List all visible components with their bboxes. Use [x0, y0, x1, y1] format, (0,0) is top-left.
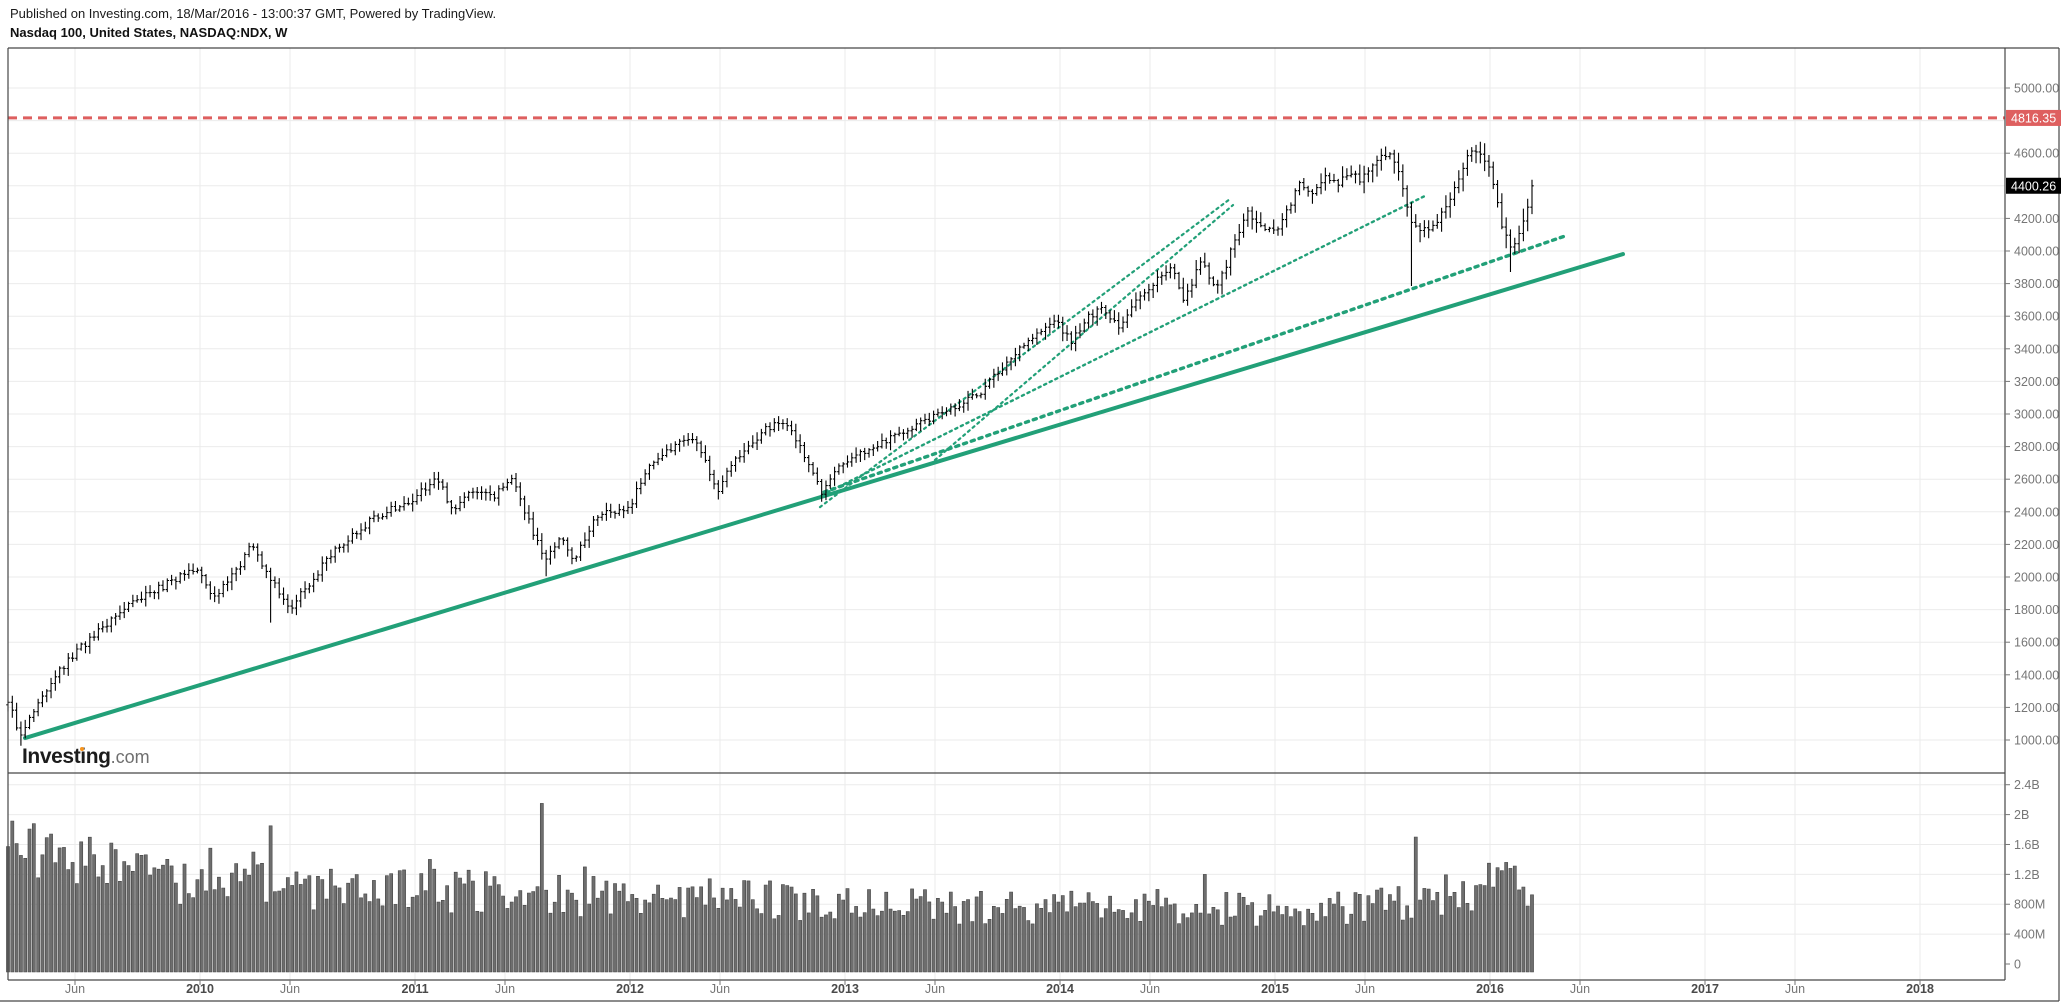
- published-line: Published on Investing.com, 18/Mar/2016 …: [10, 6, 497, 21]
- price-tick-label: 1000.00: [2014, 734, 2059, 748]
- trendline-fan-shallow: [822, 234, 1567, 494]
- time-label-year: 2015: [1261, 982, 1289, 996]
- volume-bars-series: [6, 803, 1534, 973]
- investing-logo-com: .com: [110, 747, 150, 767]
- time-label-year: 2016: [1476, 982, 1504, 996]
- volume-tick-label: 2B: [2014, 808, 2029, 822]
- alert-price-label: 4816.35: [2011, 111, 2056, 125]
- price-tick-label: 3400.00: [2014, 342, 2059, 356]
- time-label-year: 2012: [616, 982, 644, 996]
- volume-tick-label: 0: [2014, 958, 2021, 972]
- trendline-long-term-support: [23, 252, 1625, 741]
- time-label-year: 2017: [1691, 982, 1719, 996]
- price-tick-label: 2400.00: [2014, 505, 2059, 519]
- price-tick-label: 3600.00: [2014, 310, 2059, 324]
- price-tick-label: 1800.00: [2014, 603, 2059, 617]
- time-label-year: 2018: [1906, 982, 1934, 996]
- alert-price-label-badge: [2006, 109, 2061, 126]
- time-label-year: 2011: [401, 982, 428, 996]
- trendline-fan-steep-a: [818, 197, 1232, 509]
- time-label-jun: Jun: [65, 982, 85, 996]
- time-label-jun: Jun: [280, 982, 300, 996]
- price-tick-label: 2600.00: [2014, 473, 2059, 487]
- price-tick-label: 1200.00: [2014, 701, 2059, 715]
- time-label-jun: Jun: [710, 982, 730, 996]
- investing-logo-orange-dot: [80, 747, 84, 751]
- price-tick-label: 2800.00: [2014, 440, 2059, 454]
- price-tick-label: 4000.00: [2014, 245, 2059, 259]
- time-label-jun: Jun: [1570, 982, 1590, 996]
- volume-tick-label: 800M: [2014, 898, 2045, 912]
- price-tick-label: 1600.00: [2014, 636, 2059, 650]
- volume-tick-label: 1.2B: [2014, 868, 2040, 882]
- price-tick-label: 2200.00: [2014, 538, 2059, 552]
- volume-tick-label: 2.4B: [2014, 778, 2040, 792]
- price-tick-label: 3200.00: [2014, 375, 2059, 389]
- time-label-year: 2010: [186, 982, 214, 996]
- last-price-label: 4400.26: [2011, 179, 2056, 193]
- time-label-jun: Jun: [1355, 982, 1375, 996]
- price-tick-label: 5000.00: [2014, 82, 2059, 96]
- time-label-jun: Jun: [1785, 982, 1805, 996]
- volume-tick-label: 1.6B: [2014, 838, 2040, 852]
- price-tick-label: 3000.00: [2014, 408, 2059, 422]
- time-label-jun: Jun: [495, 982, 515, 996]
- price-tick-label: 4200.00: [2014, 212, 2059, 226]
- price-tick-label: 3800.00: [2014, 277, 2059, 291]
- volume-tick-label: 400M: [2014, 928, 2045, 942]
- investing-logo: Investing.com: [22, 745, 150, 769]
- symbol-title: Nasdaq 100, United States, NASDAQ:NDX, W: [10, 25, 288, 40]
- time-label-year: 2013: [831, 982, 859, 996]
- price-tick-label: 1400.00: [2014, 668, 2059, 682]
- last-price-label-badge: [2006, 177, 2061, 194]
- ohlc-bars-series: [6, 141, 1534, 746]
- time-label-jun: Jun: [1140, 982, 1160, 996]
- investing-logo-text: Investing: [22, 745, 111, 768]
- trendline-fan-mid: [820, 193, 1429, 497]
- price-tick-label: 2000.00: [2014, 571, 2059, 585]
- time-label-jun: Jun: [925, 982, 945, 996]
- time-label-year: 2014: [1046, 982, 1074, 996]
- price-tick-label: 4600.00: [2014, 147, 2059, 161]
